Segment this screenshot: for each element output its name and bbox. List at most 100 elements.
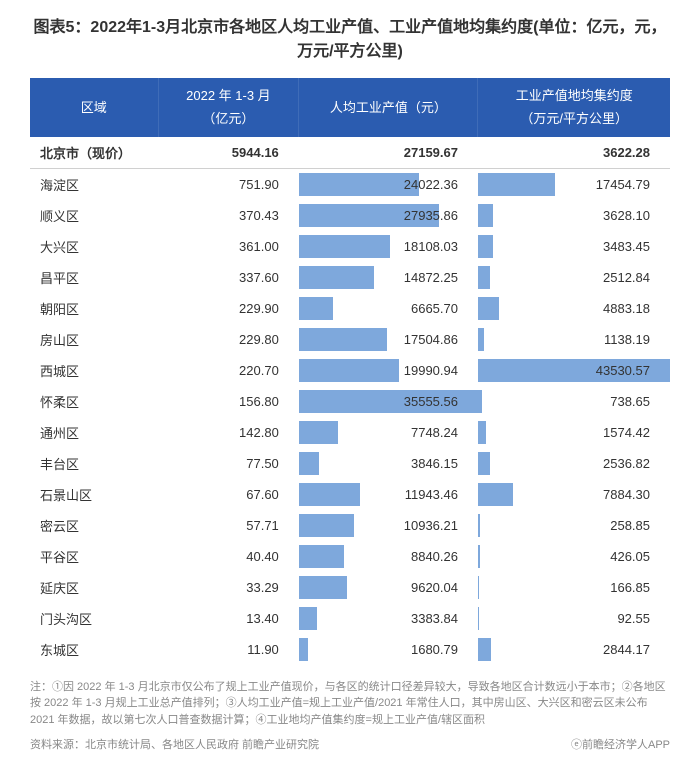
cell-region: 密云区	[30, 510, 158, 541]
cell-value: 220.70	[158, 355, 299, 386]
footer: 资料来源：北京市统计局、各地区人民政府 前瞻产业研究院 ⓔ前瞻经济学人APP	[0, 732, 700, 772]
bar-percap-3	[299, 266, 374, 289]
cell-value: 57.71	[158, 510, 299, 541]
bar-density-13	[478, 576, 479, 599]
bar-label-density-8: 1574.42	[603, 417, 650, 448]
bar-density-2	[478, 235, 493, 258]
cell-value: 33.29	[158, 572, 299, 603]
bar-cell-percap-12: 8840.26	[299, 541, 478, 572]
bar-cell-percap-0: 24022.36	[299, 169, 478, 200]
bar-label-density-3: 2512.84	[603, 262, 650, 293]
bar-label-density-14: 92.55	[617, 603, 650, 634]
cell-region: 北京市（现价）	[30, 137, 158, 169]
cell-value: 11.90	[158, 634, 299, 665]
bar-label-density-9: 2536.82	[603, 448, 650, 479]
cell-region: 顺义区	[30, 200, 158, 231]
table-row: 怀柔区 156.80 35555.56 738.65	[30, 386, 670, 417]
table-row: 西城区 220.70 19990.94 43530.57	[30, 355, 670, 386]
bar-cell-density-1: 3628.10	[478, 200, 670, 231]
bar-cell-density-13: 166.85	[478, 572, 670, 603]
cell-region: 平谷区	[30, 541, 158, 572]
bar-label-percap-3: 14872.25	[404, 262, 458, 293]
bar-cell-percap-9: 3846.15	[299, 448, 478, 479]
bar-cell-density-6: 43530.57	[478, 355, 670, 386]
table-row: 丰台区 77.50 3846.15 2536.82	[30, 448, 670, 479]
bar-label-percap-4: 6665.70	[411, 293, 458, 324]
cell-region: 丰台区	[30, 448, 158, 479]
bar-percap-10	[299, 483, 360, 506]
cell-region: 延庆区	[30, 572, 158, 603]
bar-cell-density-9: 2536.82	[478, 448, 670, 479]
bar-cell-density-10: 7884.30	[478, 479, 670, 510]
bar-density-0	[478, 173, 555, 196]
bar-label-density-13: 166.85	[610, 572, 650, 603]
bar-cell-density-15: 2844.17	[478, 634, 670, 665]
data-table: 区域 2022 年 1-3 月（亿元） 人均工业产值（元） 工业产值地均集约度（…	[30, 78, 670, 665]
bar-percap-12	[299, 545, 344, 568]
bar-percap-11	[299, 514, 355, 537]
cell-region: 石景山区	[30, 479, 158, 510]
bar-cell-percap-4: 6665.70	[299, 293, 478, 324]
bar-density-9	[478, 452, 490, 475]
cell-value: 142.80	[158, 417, 299, 448]
bar-label-density-12: 426.05	[610, 541, 650, 572]
bar-cell-percap-14: 3383.84	[299, 603, 478, 634]
cell-value: 40.40	[158, 541, 299, 572]
bar-cell-percap-total: 27159.67	[299, 137, 478, 168]
bar-cell-percap-6: 19990.94	[299, 355, 478, 386]
header-percap: 人均工业产值（元）	[299, 78, 478, 137]
cell-value: 156.80	[158, 386, 299, 417]
bar-label-percap-11: 10936.21	[404, 510, 458, 541]
bar-label-percap-12: 8840.26	[411, 541, 458, 572]
bar-label-density-total: 3622.28	[603, 137, 650, 168]
bar-label-percap-15: 1680.79	[411, 634, 458, 665]
table-container: 区域 2022 年 1-3 月（亿元） 人均工业产值（元） 工业产值地均集约度（…	[0, 78, 700, 665]
bar-cell-percap-13: 9620.04	[299, 572, 478, 603]
bar-percap-4	[299, 297, 333, 320]
bar-cell-density-5: 1138.19	[478, 324, 670, 355]
table-row: 房山区 229.80 17504.86 1138.19	[30, 324, 670, 355]
bar-label-density-4: 4883.18	[603, 293, 650, 324]
bar-cell-percap-3: 14872.25	[299, 262, 478, 293]
bar-label-percap-1: 27935.86	[404, 200, 458, 231]
bar-cell-percap-10: 11943.46	[299, 479, 478, 510]
cell-value: 13.40	[158, 603, 299, 634]
bar-density-1	[478, 204, 493, 227]
cell-region: 西城区	[30, 355, 158, 386]
cell-region: 大兴区	[30, 231, 158, 262]
bar-cell-density-14: 92.55	[478, 603, 670, 634]
bar-cell-percap-8: 7748.24	[299, 417, 478, 448]
table-row: 延庆区 33.29 9620.04 166.85	[30, 572, 670, 603]
bar-percap-14	[299, 607, 317, 630]
cell-region: 昌平区	[30, 262, 158, 293]
bar-label-percap-8: 7748.24	[411, 417, 458, 448]
bar-label-density-1: 3628.10	[603, 200, 650, 231]
bar-label-percap-5: 17504.86	[404, 324, 458, 355]
bar-cell-density-4: 4883.18	[478, 293, 670, 324]
table-row: 东城区 11.90 1680.79 2844.17	[30, 634, 670, 665]
header-region: 区域	[30, 78, 158, 137]
table-row: 朝阳区 229.90 6665.70 4883.18	[30, 293, 670, 324]
bar-label-density-11: 258.85	[610, 510, 650, 541]
bar-label-percap-2: 18108.03	[404, 231, 458, 262]
bar-cell-percap-1: 27935.86	[299, 200, 478, 231]
bar-label-percap-9: 3846.15	[411, 448, 458, 479]
header-value: 2022 年 1-3 月（亿元）	[158, 78, 299, 137]
cell-value: 751.90	[158, 168, 299, 200]
bar-label-percap-7: 35555.56	[404, 386, 458, 417]
bar-cell-density-0: 17454.79	[478, 169, 670, 200]
cell-value: 67.60	[158, 479, 299, 510]
total-row: 北京市（现价） 5944.16 27159.67 3622.28	[30, 137, 670, 169]
bar-density-5	[478, 328, 484, 351]
bar-cell-density-8: 1574.42	[478, 417, 670, 448]
table-row: 密云区 57.71 10936.21 258.85	[30, 510, 670, 541]
cell-region: 东城区	[30, 634, 158, 665]
table-notes: 注：①因 2022 年 1-3 月北京市仅公布了规上工业产值现价，与各区的统计口…	[0, 665, 700, 733]
table-row: 门头沟区 13.40 3383.84 92.55	[30, 603, 670, 634]
watermark: ⓔ前瞻经济学人APP	[571, 736, 670, 752]
bar-cell-density-total: 3622.28	[478, 137, 670, 168]
bar-density-12	[478, 545, 480, 568]
cell-value: 229.80	[158, 324, 299, 355]
bar-percap-13	[299, 576, 347, 599]
table-body: 北京市（现价） 5944.16 27159.67 3622.28 海淀区 751…	[30, 137, 670, 665]
